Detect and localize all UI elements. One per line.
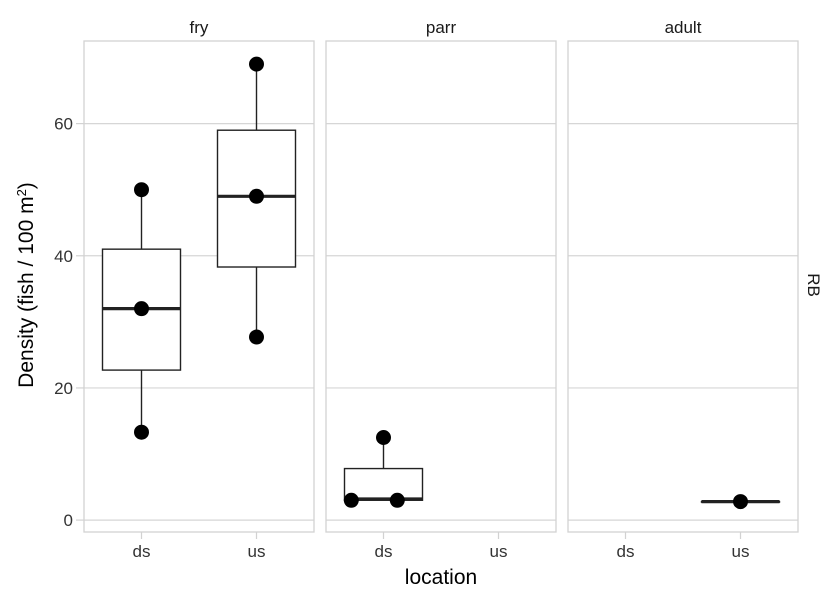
box-group-us bbox=[700, 494, 781, 510]
data-point bbox=[249, 188, 264, 204]
y-tick-label: 40 bbox=[54, 247, 73, 266]
x-tick-label: ds bbox=[375, 542, 393, 561]
facet-strip-label: adult bbox=[665, 18, 702, 37]
x-tick-label: us bbox=[490, 542, 508, 561]
box-group-us bbox=[216, 56, 297, 345]
panel-border bbox=[83, 40, 315, 533]
data-point bbox=[134, 182, 149, 198]
box-group-ds bbox=[343, 430, 424, 508]
x-axis-title: location bbox=[405, 566, 477, 589]
panels-layer: fry ds us parr ds us adult ds us bbox=[83, 18, 799, 561]
y-axis-title-main: Density (fish / 100 m bbox=[15, 196, 38, 387]
facet-strip-label: parr bbox=[426, 18, 457, 37]
x-tick-label: ds bbox=[133, 542, 151, 561]
facet-strip-label: fry bbox=[190, 18, 209, 37]
facet-row-label: RB bbox=[804, 273, 823, 297]
box-group-ds bbox=[101, 182, 182, 440]
box-iqr bbox=[343, 467, 424, 501]
x-tick-label: us bbox=[732, 542, 750, 561]
y-tick-label: 60 bbox=[54, 115, 73, 134]
y-axis: 0 20 40 60 bbox=[54, 115, 84, 530]
panel-border bbox=[567, 40, 799, 533]
data-point bbox=[343, 492, 359, 508]
data-point bbox=[134, 424, 149, 440]
x-tick-label: ds bbox=[617, 542, 635, 561]
data-point bbox=[389, 492, 405, 508]
y-tick-label: 20 bbox=[54, 379, 73, 398]
data-point bbox=[249, 56, 264, 72]
panel-border bbox=[325, 40, 557, 533]
data-point bbox=[134, 301, 149, 317]
data-point bbox=[376, 430, 391, 446]
x-tick-label: us bbox=[248, 542, 266, 561]
y-axis-title-superscript: 2 bbox=[14, 189, 29, 196]
data-point bbox=[249, 329, 264, 345]
facet-panel-adult: adult ds us bbox=[567, 18, 799, 561]
y-axis-title: Density (fish / 100 m2) bbox=[14, 182, 39, 388]
y-axis-title-close: ) bbox=[15, 182, 38, 189]
facet-panel-fry: fry ds us bbox=[83, 18, 315, 561]
y-tick-label: 0 bbox=[64, 511, 73, 530]
facet-panel-parr: parr ds us bbox=[325, 18, 557, 561]
data-point bbox=[733, 494, 748, 510]
